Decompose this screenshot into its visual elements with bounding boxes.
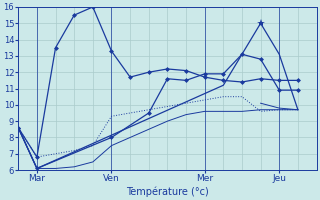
X-axis label: Température (°c): Température (°c) xyxy=(126,186,209,197)
